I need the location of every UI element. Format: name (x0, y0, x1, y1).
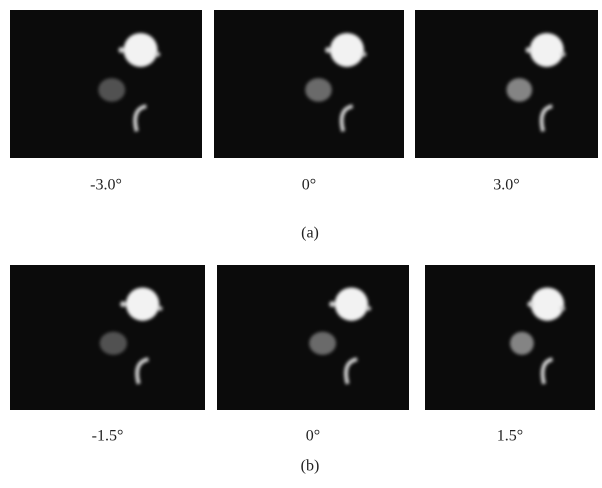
gray-region (100, 332, 127, 355)
small-spot (525, 47, 531, 53)
panel-label: -1.5° (92, 428, 124, 445)
gray-region (309, 332, 336, 355)
bright-region (124, 33, 158, 67)
small-spot (366, 306, 371, 311)
image-panel (10, 10, 202, 158)
bright-region (126, 287, 159, 320)
small-spot (329, 301, 335, 307)
gray-region (507, 78, 533, 102)
gray-region (510, 332, 534, 355)
image-panel (415, 10, 598, 158)
figure-caption: (b) (301, 458, 320, 475)
small-spot (118, 47, 124, 53)
bright-region (335, 287, 368, 320)
small-spot (560, 306, 565, 311)
small-spot (362, 52, 367, 57)
bright-region (531, 287, 564, 320)
image-panel (10, 265, 205, 410)
small-spot (325, 47, 331, 53)
panel-label: 3.0° (493, 177, 519, 194)
panel-label: 0° (306, 428, 320, 445)
bright-region (330, 33, 364, 67)
panel-label: 1.5° (497, 428, 523, 445)
image-panel (217, 265, 409, 410)
panel-label: 0° (302, 177, 316, 194)
image-panel (214, 10, 404, 158)
figure-caption: (a) (301, 225, 319, 242)
small-spot (158, 306, 163, 311)
bright-region (530, 33, 564, 67)
small-spot (120, 301, 126, 307)
image-background (415, 10, 598, 158)
small-spot (561, 52, 566, 57)
panel-label: -3.0° (90, 177, 122, 194)
image-panel (425, 265, 595, 410)
image-background (425, 265, 595, 410)
small-spot (155, 52, 160, 57)
gray-region (98, 78, 125, 102)
gray-region (305, 78, 332, 102)
figure: -3.0° 0° 3.0° (a) -1.5° 0° 1.5° (b) (0, 0, 602, 483)
small-spot (527, 301, 533, 307)
